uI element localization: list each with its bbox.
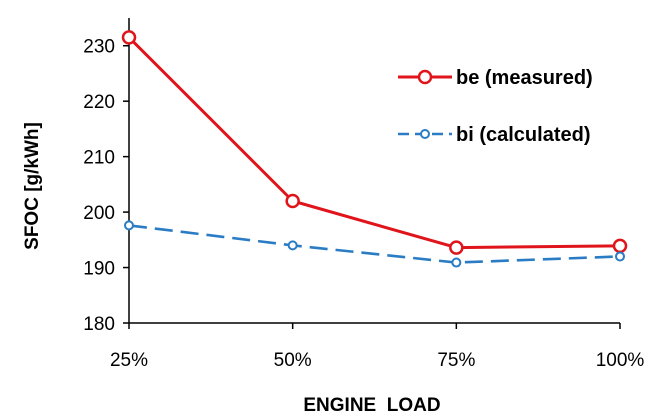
data-point xyxy=(124,220,134,231)
legend-swatch-marker xyxy=(420,129,430,139)
x-axis-title: ENGINE LOAD xyxy=(303,395,440,416)
data-point xyxy=(612,238,628,254)
data-point xyxy=(285,193,300,209)
data-point xyxy=(121,30,137,45)
series-measured xyxy=(121,30,628,255)
data-point xyxy=(287,240,298,251)
data-point xyxy=(449,240,464,255)
x-axis: 25% 50% 75% 100% xyxy=(110,322,645,371)
data-point xyxy=(615,251,625,262)
series-line xyxy=(128,224,621,264)
y-tick-label: 190 xyxy=(83,259,115,280)
legend-item: be (measured) xyxy=(398,67,593,89)
legend: be (measured) bi (calculated) xyxy=(398,67,593,146)
x-tick-label: 75% xyxy=(437,350,475,371)
x-tick-label: 100% xyxy=(596,350,645,371)
x-tick-label: 50% xyxy=(274,350,312,371)
y-tick-label: 230 xyxy=(83,37,115,58)
x-tick-label: 25% xyxy=(110,350,148,371)
series-calculated xyxy=(124,220,625,268)
series-line xyxy=(127,36,621,250)
legend-label: bi (calculated) xyxy=(456,124,590,146)
y-tick-label: 220 xyxy=(83,92,115,113)
series-group xyxy=(121,30,628,268)
y-axis: 180 190 200 210 220 230 xyxy=(83,18,130,335)
legend-item: bi (calculated) xyxy=(398,124,590,146)
y-axis-title: SFOC [g/kWh] xyxy=(22,122,43,250)
legend-label: be (measured) xyxy=(456,67,593,89)
y-tick-label: 180 xyxy=(83,314,115,335)
legend-swatch-marker xyxy=(417,69,433,85)
y-tick-label: 200 xyxy=(83,203,115,224)
data-point xyxy=(451,257,462,268)
y-tick-label: 210 xyxy=(83,148,115,169)
